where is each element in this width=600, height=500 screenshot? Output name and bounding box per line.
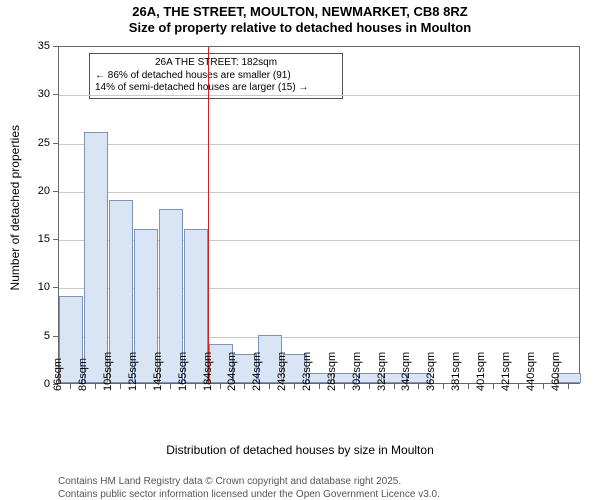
- ytick-mark: [53, 94, 58, 95]
- xtick-mark: [543, 384, 544, 389]
- ytick-label: 5: [0, 330, 50, 342]
- xtick-mark: [220, 384, 221, 389]
- xtick-mark: [95, 384, 96, 389]
- footnote: Contains HM Land Registry data © Crown c…: [58, 476, 440, 500]
- xtick-mark: [294, 384, 295, 389]
- ytick-mark: [53, 336, 58, 337]
- annotation-title: 26A THE STREET: 182sqm: [95, 57, 337, 70]
- xtick-mark: [418, 384, 419, 389]
- ytick-label: 25: [0, 137, 50, 149]
- ytick-label: 10: [0, 281, 50, 293]
- xtick-mark: [145, 384, 146, 389]
- footnote-line1: Contains HM Land Registry data © Crown c…: [58, 476, 440, 489]
- reference-line: [208, 47, 209, 383]
- ytick-label: 35: [0, 40, 50, 52]
- ytick-mark: [53, 143, 58, 144]
- ytick-mark: [53, 239, 58, 240]
- xtick-mark: [443, 384, 444, 389]
- gridline: [59, 95, 579, 96]
- xtick-label: 460sqm: [550, 352, 562, 391]
- xtick-label: 105sqm: [102, 352, 114, 391]
- xtick-mark: [344, 384, 345, 389]
- xtick-label: 204sqm: [226, 352, 238, 391]
- chart-title: 26A, THE STREET, MOULTON, NEWMARKET, CB8…: [0, 4, 600, 20]
- footnote-line2: Contains public sector information licen…: [58, 489, 440, 500]
- chart-subtitle: Size of property relative to detached ho…: [0, 20, 600, 36]
- xtick-mark: [170, 384, 171, 389]
- xtick-mark: [195, 384, 196, 389]
- xtick-label: 342sqm: [400, 352, 412, 391]
- xtick-mark: [468, 384, 469, 389]
- annotation-larger: 14% of semi-detached houses are larger (…: [95, 82, 337, 95]
- xtick-label: 401sqm: [475, 352, 487, 391]
- ytick-label: 15: [0, 233, 50, 245]
- xtick-label: 362sqm: [425, 352, 437, 391]
- xtick-mark: [269, 384, 270, 389]
- xtick-label: 302sqm: [351, 352, 363, 391]
- xtick-label: 224sqm: [251, 352, 263, 391]
- xtick-label: 440sqm: [525, 352, 537, 391]
- y-axis-label: Number of detached properties: [8, 125, 22, 290]
- xtick-mark: [493, 384, 494, 389]
- gridline: [59, 144, 579, 145]
- plot-area: 26A THE STREET: 182sqm ← 86% of detached…: [58, 46, 580, 384]
- xtick-mark: [70, 384, 71, 389]
- xtick-mark: [568, 384, 569, 389]
- xtick-mark: [369, 384, 370, 389]
- xtick-label: 263sqm: [301, 352, 313, 391]
- xtick-label: 125sqm: [127, 352, 139, 391]
- xtick-label: 165sqm: [177, 352, 189, 391]
- xtick-label: 66sqm: [52, 358, 64, 391]
- xtick-label: 322sqm: [376, 352, 388, 391]
- xtick-mark: [319, 384, 320, 389]
- xtick-mark: [120, 384, 121, 389]
- ytick-mark: [53, 191, 58, 192]
- annotation-box: 26A THE STREET: 182sqm ← 86% of detached…: [89, 53, 343, 99]
- xtick-label: 283sqm: [326, 352, 338, 391]
- xtick-label: 145sqm: [152, 352, 164, 391]
- xtick-label: 381sqm: [450, 352, 462, 391]
- ytick-mark: [53, 46, 58, 47]
- ytick-label: 30: [0, 88, 50, 100]
- xtick-label: 421sqm: [500, 352, 512, 391]
- xtick-label: 86sqm: [77, 358, 89, 391]
- ytick-mark: [53, 287, 58, 288]
- annotation-smaller: ← 86% of detached houses are smaller (91…: [95, 70, 337, 83]
- gridline: [59, 192, 579, 193]
- ytick-label: 0: [0, 378, 50, 390]
- xtick-label: 184sqm: [202, 352, 214, 391]
- x-axis-label: Distribution of detached houses by size …: [0, 443, 600, 457]
- chart-container: 26A, THE STREET, MOULTON, NEWMARKET, CB8…: [0, 4, 600, 500]
- xtick-mark: [244, 384, 245, 389]
- xtick-mark: [394, 384, 395, 389]
- xtick-mark: [518, 384, 519, 389]
- xtick-label: 243sqm: [276, 352, 288, 391]
- ytick-label: 20: [0, 185, 50, 197]
- histogram-bar: [84, 132, 108, 383]
